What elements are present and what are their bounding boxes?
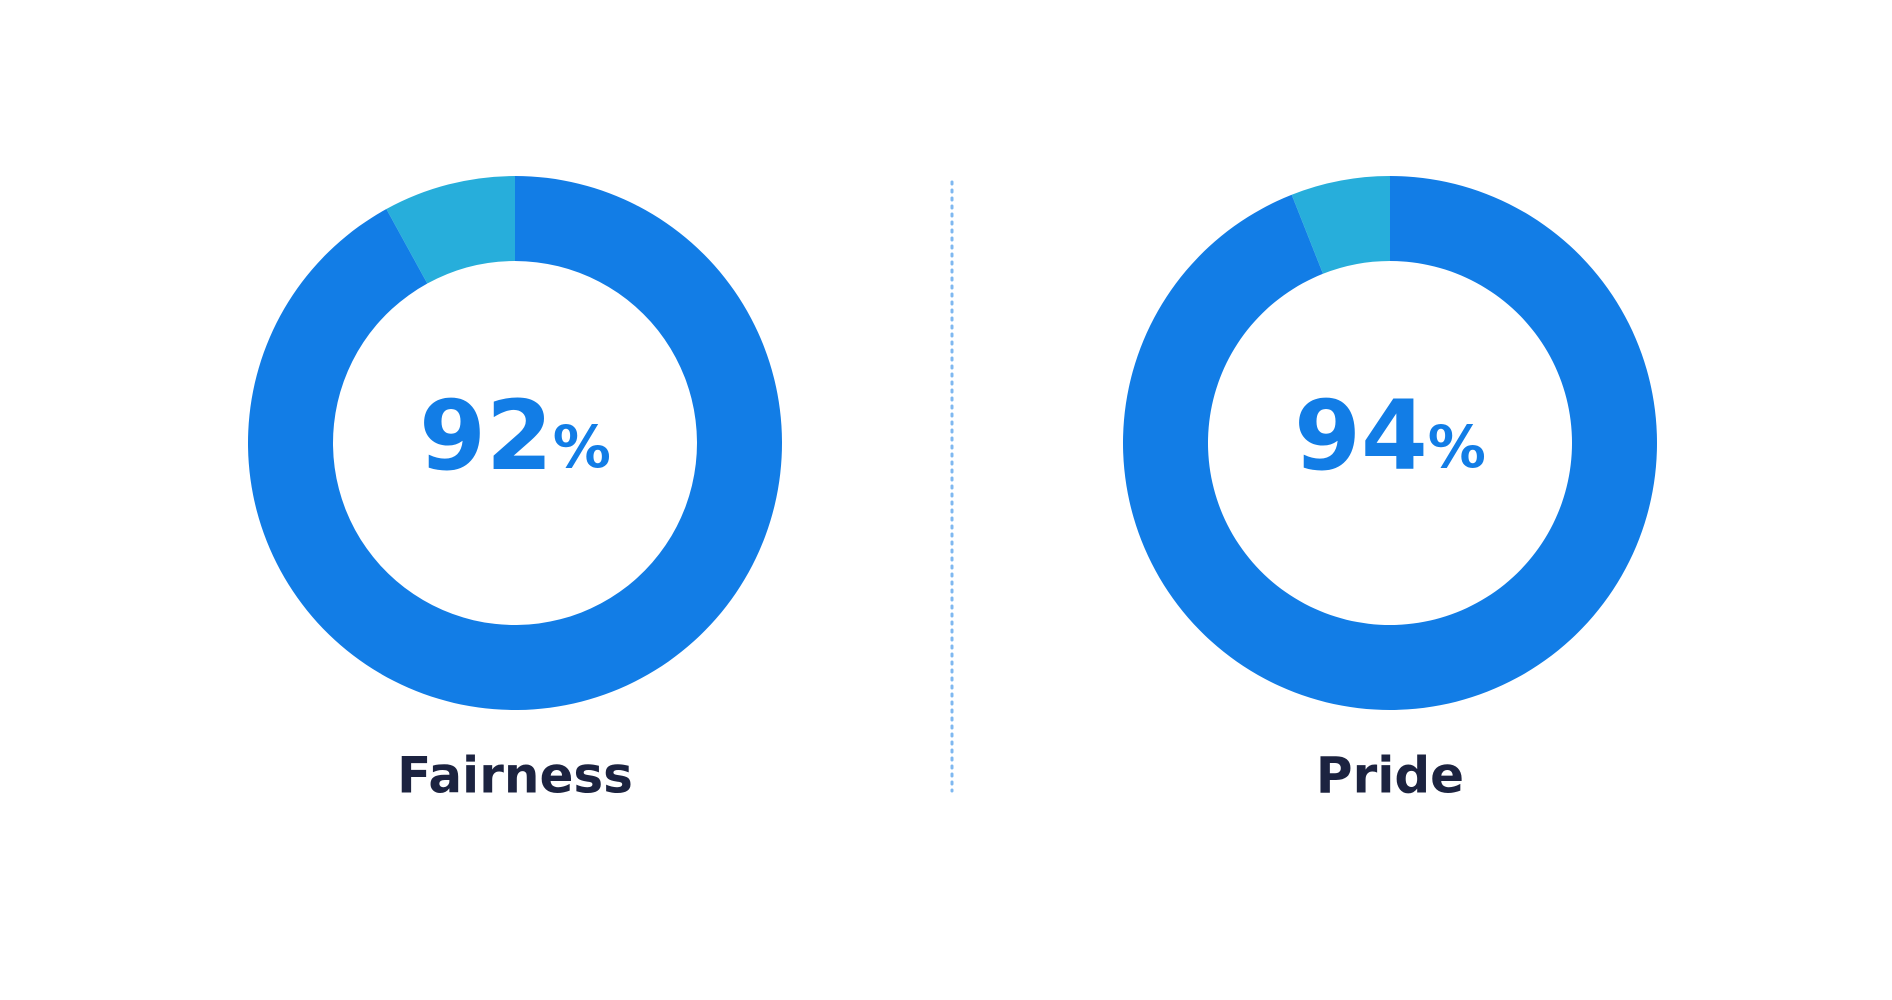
center-value-number: 92 <box>419 380 553 492</box>
donut-slice <box>1122 176 1657 710</box>
center-value: 92% <box>419 380 611 492</box>
donut-slice <box>1291 176 1390 274</box>
donut-slice <box>248 176 782 710</box>
center-value-unit: % <box>1428 413 1486 481</box>
chart-label: Fairness <box>397 747 633 805</box>
center-value-number: 94 <box>1294 380 1428 492</box>
center-value: 94% <box>1294 380 1486 492</box>
chart-label: Pride <box>1316 747 1464 805</box>
donut-slice <box>386 176 515 284</box>
center-value-unit: % <box>553 413 611 481</box>
